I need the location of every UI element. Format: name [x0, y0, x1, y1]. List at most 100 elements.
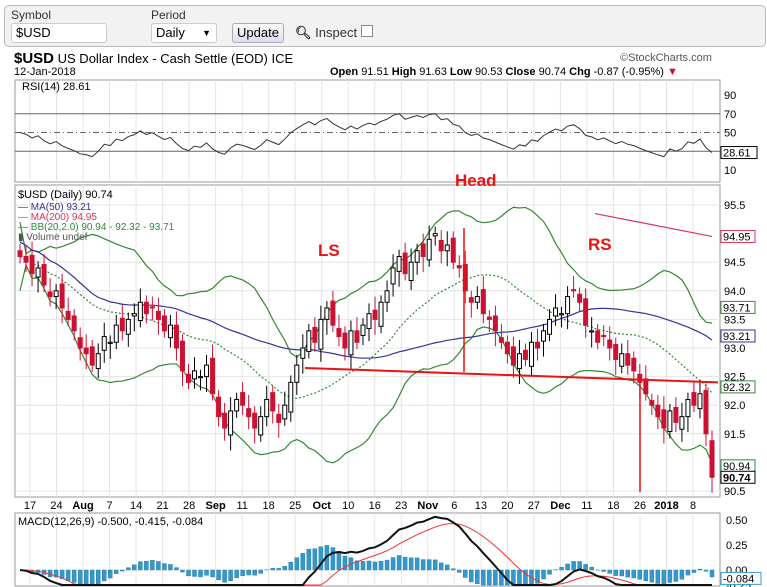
macd-histogram-bar	[108, 569, 113, 579]
candle-body	[589, 330, 595, 333]
inspect-checkbox[interactable]	[360, 25, 373, 37]
candle-body	[71, 315, 77, 332]
candle-body	[631, 357, 637, 372]
candle-body	[673, 406, 679, 423]
candle-body	[438, 239, 444, 252]
macd-histogram-bar	[336, 551, 342, 571]
candle-body	[222, 412, 228, 429]
candle-body	[547, 318, 553, 335]
macd-histogram-bar	[360, 561, 366, 571]
head-label: Head	[455, 171, 497, 190]
macd-histogram-bar	[120, 569, 125, 572]
macd-histogram-bar	[420, 559, 426, 571]
inspect-label: Inspect	[315, 25, 358, 40]
candle-body	[234, 398, 240, 412]
macd-histogram-bar	[475, 569, 480, 585]
macd-histogram-bar	[252, 569, 257, 576]
macd-tick-label: 0.25	[726, 540, 747, 552]
price-tick-label: 94.5	[724, 257, 745, 269]
candle-body	[577, 293, 583, 303]
macd-histogram-bar	[457, 569, 462, 573]
candle-body	[318, 318, 324, 350]
candle-body	[402, 252, 408, 275]
rsi-tick-label: 70	[724, 109, 736, 121]
candle-body	[185, 373, 191, 383]
candle-body	[583, 298, 589, 326]
candle-body	[643, 378, 649, 395]
macd-histogram-bar	[402, 556, 408, 571]
candle-body	[480, 289, 486, 315]
candle-body	[541, 330, 547, 342]
candle-body	[384, 290, 390, 303]
candle-body	[348, 330, 354, 356]
bb-lower-line	[19, 263, 713, 464]
candle-body	[29, 254, 35, 275]
macd-histogram-bar	[661, 569, 667, 585]
rsi-tick-label: 90	[724, 90, 736, 102]
candle-body	[264, 398, 270, 418]
macd-histogram-bar	[318, 546, 324, 571]
candle-body	[709, 440, 715, 478]
rsi-line	[19, 113, 713, 158]
x-tick-label: Aug	[72, 500, 93, 512]
period-value: Daily	[156, 25, 185, 40]
candle-body	[155, 310, 161, 320]
macd-histogram-bar	[234, 569, 239, 578]
macd-histogram-bar	[294, 557, 300, 571]
ma50-line	[19, 241, 713, 359]
period-select[interactable]: Daily ▼	[151, 23, 217, 43]
candle-body	[504, 341, 510, 355]
macd-histogram-bar	[378, 560, 384, 571]
legend-item: — MA(50) 93.21	[18, 202, 92, 213]
rsi-tick-label: 50	[724, 128, 736, 140]
macd-histogram-bar	[342, 555, 348, 571]
candle-body	[89, 346, 95, 366]
symbol-input[interactable]: $USD	[11, 23, 107, 43]
candle-body	[228, 410, 234, 436]
x-tick-label: 21	[156, 500, 168, 512]
macd-histogram-bar	[180, 569, 185, 573]
macd-histogram-bar	[709, 569, 715, 578]
chevron-down-icon: ▼	[202, 28, 211, 38]
x-tick-label: 8	[690, 500, 696, 512]
macd-histogram-bar	[95, 569, 101, 586]
macd-line	[19, 515, 712, 586]
candle-body	[486, 316, 492, 320]
macd-histogram-bar	[571, 561, 576, 571]
x-tick-label: 20	[501, 500, 513, 512]
macd-histogram-bar	[270, 568, 275, 571]
candle-body	[655, 404, 661, 418]
candle-body	[679, 416, 685, 430]
x-tick-label: 28	[183, 500, 195, 512]
candle-body	[282, 404, 288, 420]
update-button[interactable]: Update	[232, 23, 284, 43]
macd-histogram-bar	[487, 569, 492, 586]
macd-histogram-bar	[306, 548, 312, 571]
left-shoulder-label: LS	[318, 241, 340, 260]
macd-histogram-bar	[559, 567, 564, 571]
macd-histogram-bar	[444, 564, 450, 571]
candle-body	[667, 410, 673, 433]
inspect-toggle[interactable]: 🔍︎ Inspect	[295, 25, 373, 41]
ohlc-summary: Open 91.51 High 91.63 Low 90.53 Close 90…	[330, 66, 678, 78]
price-tick-label: 90.5	[724, 486, 745, 498]
neckline	[304, 367, 719, 384]
macd-histogram-bar	[83, 569, 89, 586]
candle-body	[210, 357, 216, 395]
macd-histogram-bar	[589, 566, 594, 571]
macd-histogram-bar	[631, 569, 637, 579]
x-tick-label: 18	[263, 500, 275, 512]
candle-body	[288, 381, 294, 413]
macd-histogram-bar	[649, 569, 655, 583]
macd-histogram-bar	[366, 560, 372, 571]
macd-histogram-bar	[222, 569, 227, 583]
macd-histogram-bar	[138, 561, 143, 571]
price-tick-label: 91.5	[724, 429, 745, 441]
macd-histogram-bar	[697, 568, 703, 571]
candle-body	[77, 337, 83, 349]
candle-body	[625, 353, 631, 366]
macd-histogram-bar	[583, 564, 588, 571]
legend-item: ▮ Volume undef	[18, 232, 88, 243]
legend-item: — BB(20,2.0) 90.94 - 92.32 - 93.71	[18, 222, 175, 233]
last-value-ma200: 94.95	[723, 231, 751, 243]
